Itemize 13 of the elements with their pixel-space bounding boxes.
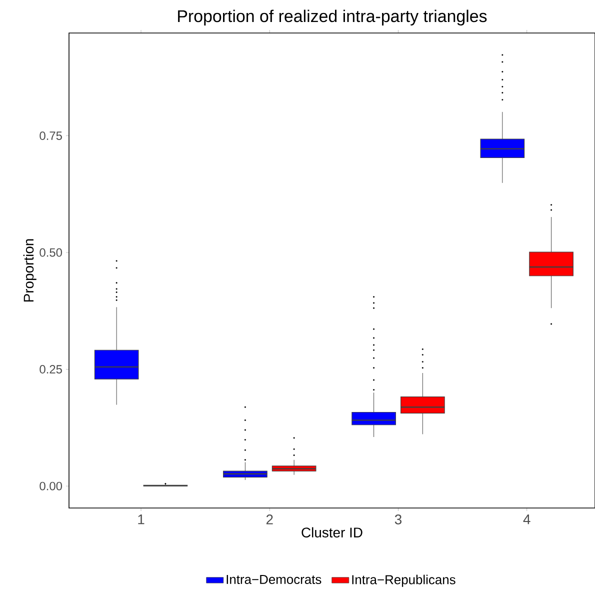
x-tick-label: 2: [266, 514, 273, 524]
y-tick-label: 0.75: [40, 132, 62, 140]
y-tick-label: 0.25: [40, 365, 62, 374]
legend-label: Intra−Democrats: [226, 575, 322, 584]
x-tick-label: 3: [394, 514, 402, 524]
x-axis-title: Cluster ID: [302, 527, 362, 538]
legend-label: Intra−Republicans: [352, 574, 456, 587]
y-axis-title: Proportion: [23, 239, 36, 302]
y-tick-label: 0.50: [40, 248, 62, 257]
y-tick-label: 0.00: [40, 482, 62, 490]
chart-title: Proportion of realized intra-party triangles: [178, 10, 487, 26]
x-tick-label: 1: [138, 514, 144, 524]
x-tick-label: 4: [523, 514, 530, 524]
